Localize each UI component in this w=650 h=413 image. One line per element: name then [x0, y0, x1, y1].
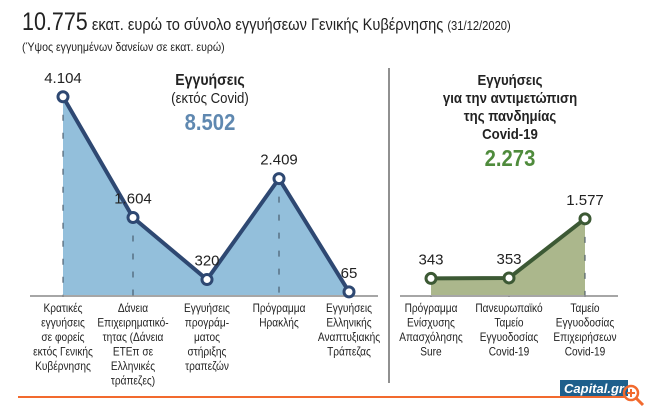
- category-label: ΕΤΕπ σε: [113, 346, 153, 359]
- category-label: Ελληνικές: [111, 360, 155, 373]
- data-point: [578, 212, 592, 226]
- zoom-icon-lens: [622, 384, 640, 402]
- right-chart-title-line: Covid-19: [482, 126, 538, 143]
- left-chart-total: 8.502: [184, 109, 236, 135]
- category-label: Εγγυοδοσίας: [556, 317, 615, 330]
- page-title: 10.775 εκατ. ευρώ το σύνολο εγγυήσεων Γε…: [22, 8, 511, 37]
- category-label: τραπεζών: [185, 360, 229, 373]
- category-label: Εγγυήσεις: [326, 302, 372, 315]
- category-label: εκτός Γενικής: [33, 346, 93, 359]
- category-label: Εγγυοδοσίας: [480, 331, 539, 344]
- category-label: Κυβέρνησης: [35, 360, 91, 373]
- logo-badge: [560, 380, 628, 396]
- category-label: Εγγυήσεις: [184, 302, 230, 315]
- category-label: Τράπεζας: [327, 346, 371, 359]
- zoom-icon-handle: [634, 396, 645, 407]
- data-point: [56, 90, 70, 104]
- category-label: στήριξης: [188, 346, 227, 359]
- data-label: 2.409: [260, 152, 298, 169]
- left-chart-header: Εγγυήσεις (εκτός Covid) 8.502: [148, 72, 271, 136]
- data-point: [200, 273, 214, 287]
- data-point: [126, 211, 140, 225]
- category-label: Ηρακλής: [259, 317, 299, 330]
- data-point: [502, 271, 516, 285]
- category-label: Ταμείο: [494, 317, 523, 330]
- category-label: Πανευρωπαϊκό: [475, 302, 542, 315]
- category-label: Ελληνικής: [326, 317, 371, 330]
- left-chart-title: Εγγυήσεις: [175, 72, 245, 89]
- title-date: (31/12/2020): [447, 18, 511, 33]
- category-label: Κρατικές: [43, 302, 82, 315]
- right-chart-title-line: της πανδημίας: [463, 108, 557, 125]
- title-number: 10.775: [22, 8, 88, 36]
- category-label: Covid-19: [489, 346, 529, 359]
- data-point: [272, 172, 286, 186]
- area-fill: [63, 96, 349, 296]
- category-label: Ταμείο: [570, 302, 599, 315]
- category-label: ματος: [194, 331, 220, 344]
- data-label: 1.577: [566, 192, 604, 209]
- data-point: [342, 285, 356, 299]
- category-label: Covid-19: [565, 346, 605, 359]
- left-chart-subtitle: (εκτός Covid): [171, 90, 249, 107]
- category-label: Επιχειρηματικό-: [97, 317, 169, 330]
- category-label: εγγυήσεις: [41, 317, 85, 330]
- category-label: Πρόγραμμα: [253, 302, 306, 315]
- category-label: προγράμ-: [185, 317, 230, 330]
- category-label: Ενίσχυσης: [407, 317, 455, 330]
- data-label: 65: [341, 265, 358, 282]
- title-text: εκατ. ευρώ το σύνολο εγγυήσεων Γενικής Κ…: [91, 15, 444, 34]
- category-label: σε φορείς: [41, 331, 84, 344]
- page-subtitle: (Ύψος εγγυημένων δανείων σε εκατ. ευρώ): [22, 40, 225, 54]
- category-label: Αναπτυξιακής: [318, 331, 380, 344]
- data-point: [424, 271, 438, 285]
- right-chart-header: Εγγυήσεις για την αντιμετώπιση της πανδη…: [426, 72, 593, 172]
- category-label: Πρόγραμμα: [405, 302, 458, 315]
- data-label: 320: [194, 253, 219, 270]
- right-chart-title-line: Εγγυήσεις: [477, 72, 543, 89]
- right-chart-total: 2.273: [484, 145, 536, 171]
- category-label: τητας (Δάνεια: [103, 331, 164, 344]
- category-label: Απασχόλησης: [399, 331, 463, 344]
- data-label: 353: [496, 251, 521, 268]
- data-label: 343: [418, 251, 443, 268]
- category-label: Sure: [420, 346, 441, 359]
- category-label: τράπεζες): [111, 375, 155, 388]
- right-chart-title-line: για την αντιμετώπιση: [442, 90, 578, 107]
- zoom-icon: [622, 384, 645, 407]
- area-fill: [431, 218, 585, 295]
- logo-text: Capital.gr: [564, 381, 625, 396]
- data-label: 4.104: [44, 70, 82, 87]
- category-label: Επιχειρήσεων: [553, 331, 616, 344]
- data-label: 1.604: [114, 191, 152, 208]
- category-label: Δάνεια: [118, 302, 148, 315]
